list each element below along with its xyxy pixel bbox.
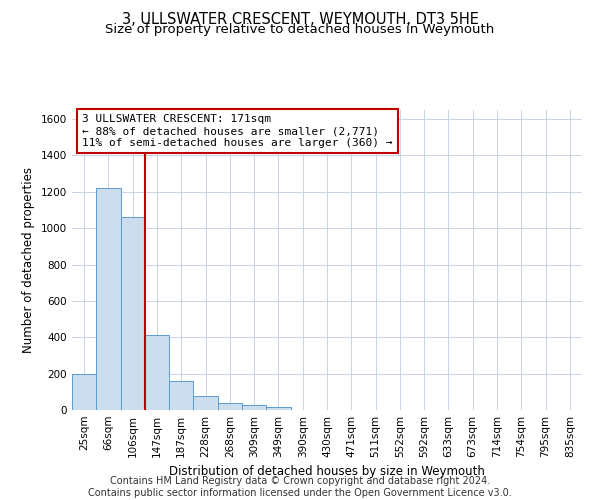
Y-axis label: Number of detached properties: Number of detached properties (22, 167, 35, 353)
Bar (145, 336, 169, 410)
Text: 3 ULLSWATER CRESCENT: 171sqm
← 88% of detached houses are smaller (2,771)
11% of: 3 ULLSWATER CRESCENT: 171sqm ← 88% of de… (82, 114, 392, 148)
Text: Contains HM Land Registry data © Crown copyright and database right 2024.
Contai: Contains HM Land Registry data © Crown c… (88, 476, 512, 498)
X-axis label: Distribution of detached houses by size in Weymouth: Distribution of detached houses by size … (169, 466, 485, 478)
Bar (193, 396, 218, 410)
Bar (121, 218, 145, 410)
Text: 3, ULLSWATER CRESCENT, WEYMOUTH, DT3 5HE: 3, ULLSWATER CRESCENT, WEYMOUTH, DT3 5HE (122, 12, 478, 28)
Bar (72, 374, 96, 410)
Bar (266, 408, 290, 410)
Bar (169, 381, 193, 410)
Text: Size of property relative to detached houses in Weymouth: Size of property relative to detached ho… (106, 22, 494, 36)
Bar (242, 406, 266, 410)
Bar (218, 402, 242, 410)
Bar (96, 188, 121, 410)
